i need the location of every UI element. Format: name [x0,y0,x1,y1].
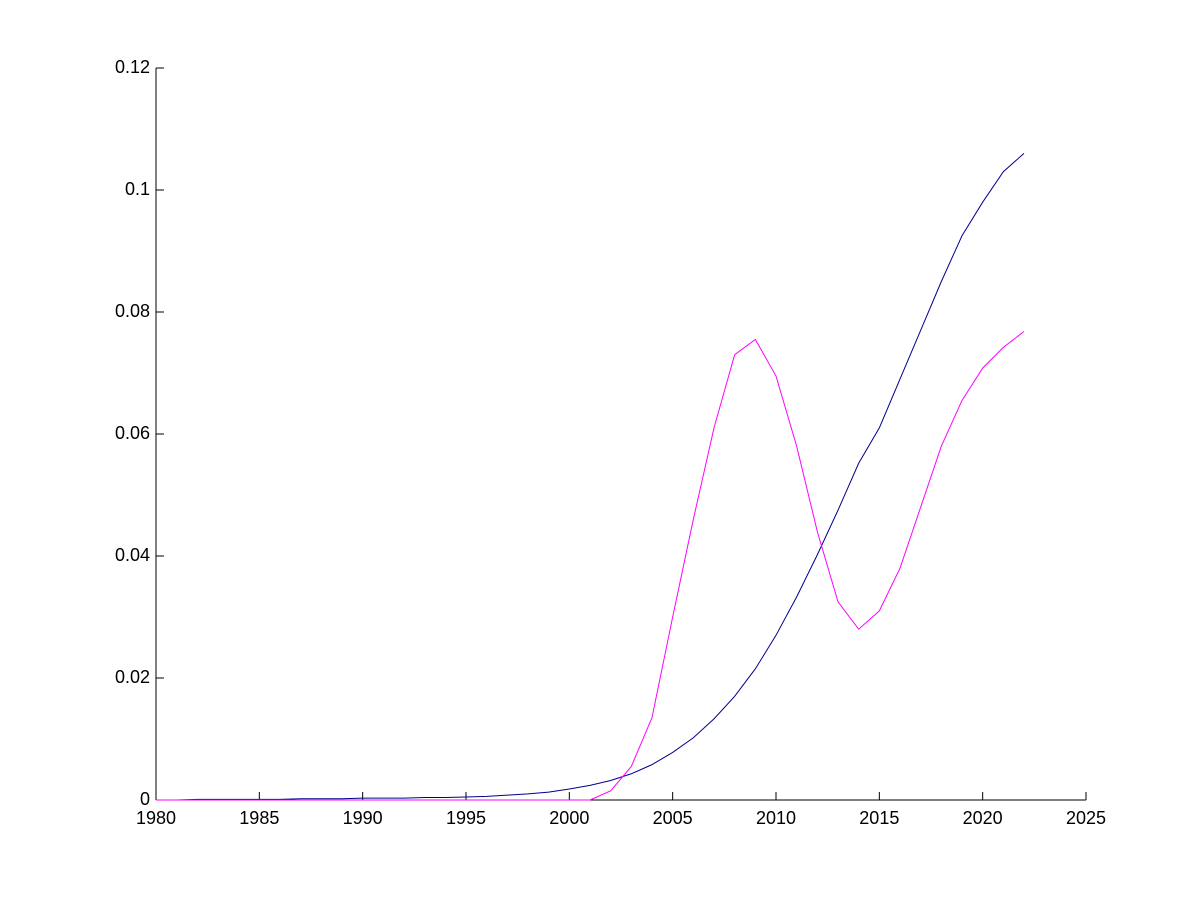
data-line [156,331,1025,801]
x-tick-label: 1980 [136,808,176,828]
x-tick-label: 1995 [446,808,486,828]
x-tick-label: 2015 [859,808,899,828]
y-tick-label: 0 [140,789,150,809]
x-tick-label: 2000 [549,808,589,828]
y-tick-label: 0.02 [115,667,150,687]
x-tick-label: 2005 [653,808,693,828]
y-tick-label: 0.1 [125,179,150,199]
y-tick-label: 0.08 [115,301,150,321]
y-tick-label: 0.12 [115,57,150,77]
data-line [156,153,1025,801]
y-tick-label: 0.06 [115,423,150,443]
x-tick-label: 2020 [963,808,1003,828]
x-tick-label: 1985 [239,808,279,828]
x-tick-label: 2010 [756,808,796,828]
y-tick-label: 0.04 [115,545,150,565]
x-tick-label: 2025 [1066,808,1106,828]
x-tick-label: 1990 [343,808,383,828]
